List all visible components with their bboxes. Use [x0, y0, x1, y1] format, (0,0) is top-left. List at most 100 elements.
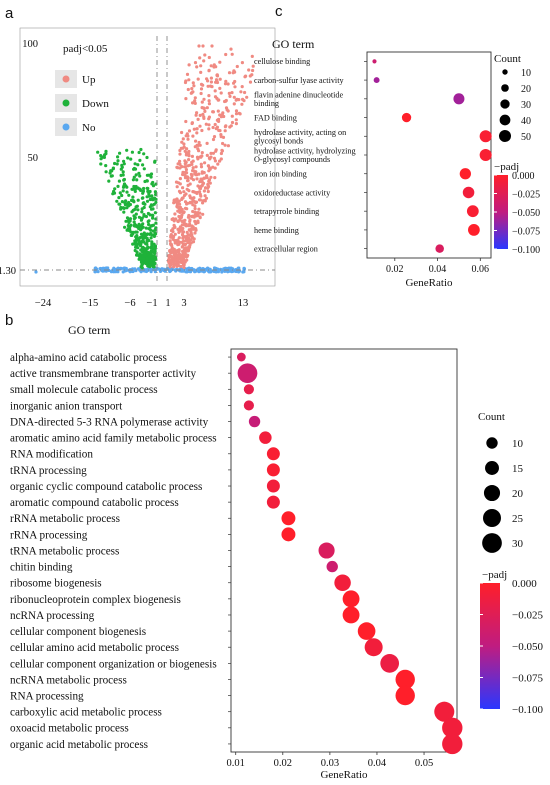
volcano-point	[220, 269, 223, 272]
volcano-point	[177, 243, 180, 246]
volcano-point	[178, 153, 181, 156]
volcano-point	[243, 75, 246, 78]
go-term-label: small molecule catabolic process	[10, 384, 158, 396]
go-term-point	[319, 542, 335, 558]
volcano-point	[187, 179, 190, 182]
panel-a: a 1.30 50 100 −24 −15 −6 −1 1 3 13 padj<…	[0, 5, 275, 309]
volcano-point	[229, 48, 232, 51]
volcano-point	[174, 233, 177, 236]
volcano-point	[145, 261, 148, 264]
volcano-point	[151, 214, 154, 217]
y-tick: 1.30	[0, 266, 16, 277]
size-legend-dot	[483, 509, 501, 527]
volcano-point	[222, 115, 225, 118]
volcano-point	[223, 100, 226, 103]
volcano-point	[147, 227, 150, 230]
volcano-point	[191, 121, 194, 124]
volcano-point	[196, 127, 199, 130]
volcano-point	[118, 152, 121, 155]
volcano-point	[141, 246, 144, 249]
volcano-point	[142, 234, 145, 237]
go-term-label: tRNA metabolic process	[10, 545, 119, 557]
volcano-point	[138, 151, 141, 154]
y-tick: 50	[28, 153, 39, 164]
volcano-point	[241, 61, 244, 64]
volcano-point	[191, 190, 194, 193]
volcano-legend: padj<0.05 Up Down No	[55, 43, 109, 136]
volcano-point	[195, 111, 198, 114]
go-term-label: chitin binding	[10, 562, 73, 574]
volcano-point	[231, 115, 234, 118]
size-legend-label: 10	[521, 68, 531, 79]
go-term-label: aromatic amino acid family metabolic pro…	[10, 433, 217, 445]
x-tick: −6	[124, 298, 135, 309]
go-term-point	[467, 205, 479, 217]
volcano-point	[153, 262, 156, 265]
volcano-point	[177, 261, 180, 264]
volcano-point	[138, 159, 141, 162]
volcano-point	[134, 269, 137, 272]
volcano-point	[184, 162, 187, 165]
volcano-point	[218, 113, 221, 116]
go-term-point	[343, 607, 360, 624]
go-term-point	[468, 224, 480, 236]
volcano-point	[132, 214, 135, 217]
go-term-point	[463, 187, 475, 199]
go-term-point	[259, 431, 271, 443]
volcano-point	[151, 243, 154, 246]
volcano-point	[186, 73, 189, 76]
volcano-point	[154, 211, 157, 214]
volcano-point	[194, 96, 197, 99]
volcano-point	[120, 174, 123, 177]
volcano-point	[153, 161, 156, 164]
volcano-point	[105, 170, 108, 173]
volcano-point	[198, 212, 201, 215]
size-legend-dot	[485, 461, 499, 475]
go-term-point	[267, 447, 280, 460]
volcano-point	[125, 191, 128, 194]
volcano-point	[233, 85, 236, 88]
volcano-point	[204, 194, 207, 197]
volcano-point	[191, 101, 194, 104]
volcano-point	[124, 220, 127, 223]
volcano-point	[228, 92, 231, 95]
volcano-point	[184, 81, 187, 84]
volcano-point	[143, 206, 146, 209]
volcano-point	[127, 221, 130, 224]
volcano-point	[200, 154, 203, 157]
volcano-point	[134, 235, 137, 238]
go-term-label: flavin adenine dinucleotide binding	[254, 90, 343, 108]
volcano-point	[132, 178, 135, 181]
volcano-point	[212, 138, 215, 141]
volcano-point	[140, 219, 143, 222]
go-term-point	[237, 353, 246, 362]
volcano-point	[133, 217, 136, 220]
size-legend-label: 20	[512, 488, 524, 500]
volcano-point	[207, 180, 210, 183]
volcano-point	[199, 144, 202, 147]
volcano-point	[152, 224, 155, 227]
go-term-point	[244, 384, 254, 394]
volcano-point	[96, 151, 99, 154]
volcano-point	[220, 91, 223, 94]
go-term-label: carboxylic acid metabolic process	[10, 707, 162, 719]
volcano-point	[232, 71, 235, 74]
volcano-point	[112, 167, 115, 170]
c-axis: 0.02 0.04 0.06	[364, 61, 489, 275]
volcano-point	[125, 267, 128, 270]
volcano-point	[196, 144, 199, 147]
panel-label-c: c	[275, 3, 283, 20]
volcano-point	[143, 167, 146, 170]
volcano-point	[190, 177, 193, 180]
volcano-point	[214, 95, 217, 98]
volcano-point	[100, 157, 103, 160]
volcano-point	[131, 243, 134, 246]
volcano-point	[187, 240, 190, 243]
go-term-point	[334, 574, 350, 590]
volcano-point	[147, 268, 150, 271]
volcano-point	[172, 238, 175, 241]
volcano-point	[197, 44, 200, 47]
volcano-point	[218, 61, 221, 64]
volcano-point	[141, 266, 144, 269]
volcano-point	[136, 246, 139, 249]
